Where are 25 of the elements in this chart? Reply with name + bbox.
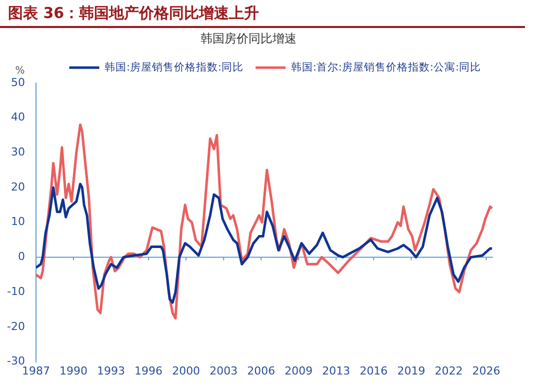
x-tick-label: 2026 [472,364,500,378]
y-tick-label: -20 [7,320,25,333]
x-tick-label: 1990 [59,364,88,378]
x-tick-label: 2003 [210,364,238,378]
y-tick-label: 30 [10,145,25,158]
x-tick-label: 2006 [247,364,276,378]
x-tick-label: 1993 [97,364,126,378]
x-tick-label: 2019 [397,364,426,378]
y-tick-label: 40 [10,110,25,124]
legend-label: 韩国:房屋销售价格指数:同比 [104,60,244,74]
x-tick-label: 2000 [172,364,200,378]
y-axis-title: % [15,65,25,76]
y-tick-label: 20 [10,180,25,194]
x-tick-label: 2022 [434,364,463,378]
chart-title: 图表 36：韩国地产价格同比增速上升 [0,0,525,28]
x-tick-label: 2009 [284,364,313,378]
y-tick-label: -10 [7,284,25,298]
y-tick-label: 0 [18,250,25,264]
y-tick-label: 10 [10,215,25,228]
y-tick-label: 50 [10,76,25,89]
chart-subtitle: 韩国房价同比增速 [200,31,296,46]
x-tick-label: 2016 [360,364,388,378]
x-tick-label: 2013 [322,364,350,378]
legend-label: 韩国:首尔:房屋销售价格指数:公寓:同比 [290,60,482,74]
x-tick-label: 1996 [134,364,163,378]
